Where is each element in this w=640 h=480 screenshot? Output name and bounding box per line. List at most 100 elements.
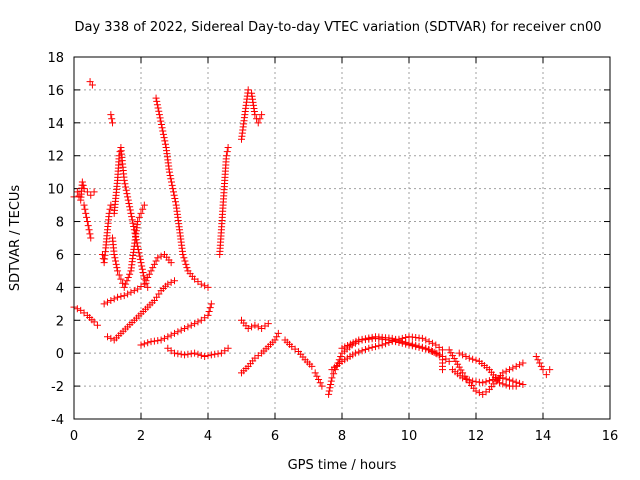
data-point <box>73 188 81 196</box>
data-point <box>144 273 152 281</box>
data-point <box>534 356 542 364</box>
data-point <box>542 371 550 379</box>
data-point <box>164 333 172 341</box>
data-point <box>136 255 144 263</box>
data-point <box>512 382 520 390</box>
data-point <box>154 337 162 345</box>
data-point <box>184 323 192 331</box>
data-point <box>104 333 111 341</box>
data-point <box>223 148 231 156</box>
data-point <box>112 260 120 268</box>
data-point <box>73 305 81 313</box>
data-point <box>445 357 453 365</box>
data-point <box>248 323 256 331</box>
data-point <box>214 350 222 358</box>
data-point <box>450 355 458 363</box>
data-point <box>197 351 205 359</box>
data-point <box>330 370 338 378</box>
data-point <box>113 264 121 272</box>
data-point <box>87 191 95 199</box>
data-point <box>167 278 175 286</box>
data-point <box>355 336 363 344</box>
data-point <box>365 334 373 342</box>
data-point <box>123 190 131 198</box>
data-point <box>167 178 175 186</box>
y-tick-label: 0 <box>56 347 64 362</box>
x-tick-label: 8 <box>338 429 346 444</box>
data-point <box>171 277 178 285</box>
data-point <box>136 252 144 260</box>
data-point <box>187 350 195 358</box>
data-point <box>258 111 266 119</box>
data-point <box>472 356 480 364</box>
data-point <box>204 283 212 291</box>
data-point <box>159 130 167 138</box>
data-point <box>506 366 513 374</box>
data-point <box>111 254 119 262</box>
data-point <box>171 329 178 337</box>
data-point <box>80 201 88 209</box>
data-point <box>206 304 214 312</box>
data-point <box>375 342 383 350</box>
data-point <box>171 349 178 357</box>
data-point <box>147 338 155 346</box>
data-point <box>100 300 108 308</box>
data-point <box>315 376 323 384</box>
data-point <box>90 188 98 196</box>
data-point <box>327 380 335 388</box>
data-point <box>408 340 416 348</box>
data-point <box>120 283 128 291</box>
data-point <box>415 342 423 350</box>
x-tick-label: 4 <box>204 429 212 444</box>
data-point <box>147 267 155 275</box>
data-point <box>157 336 165 344</box>
data-point <box>128 213 136 221</box>
data-point <box>251 111 259 119</box>
data-point <box>337 352 345 360</box>
x-tick-label: 2 <box>137 429 145 444</box>
data-point <box>152 94 160 102</box>
data-point <box>154 104 162 112</box>
y-tick-label: 6 <box>56 248 64 263</box>
data-point <box>457 366 465 374</box>
data-point <box>398 337 406 345</box>
data-point <box>140 280 148 288</box>
data-point <box>115 271 123 279</box>
data-point <box>125 199 133 207</box>
data-point <box>137 209 145 217</box>
data-point <box>140 272 148 280</box>
data-point <box>181 325 189 332</box>
data-point <box>114 267 122 275</box>
data-point <box>492 375 500 383</box>
data-point <box>469 355 477 363</box>
data-point <box>274 329 282 337</box>
data-point <box>537 362 545 370</box>
data-point <box>475 389 483 397</box>
data-point <box>499 380 507 388</box>
y-axis-label: SDTVAR / TECUs <box>8 185 23 292</box>
data-point <box>372 343 379 351</box>
data-point <box>271 336 279 344</box>
data-point <box>120 176 128 184</box>
data-point <box>313 372 321 380</box>
data-point <box>187 321 195 329</box>
data-point <box>161 137 169 145</box>
data-point <box>318 382 326 390</box>
data-point <box>155 107 163 115</box>
data-point <box>449 352 457 360</box>
x-axis-label: GPS time / hours <box>288 458 397 473</box>
data-point <box>519 380 527 388</box>
data-point <box>120 292 128 300</box>
y-tick-label: 2 <box>56 314 64 329</box>
data-point <box>161 140 169 148</box>
data-point <box>465 354 473 362</box>
data-point <box>134 218 142 226</box>
data-point <box>184 350 192 358</box>
data-point <box>174 350 182 358</box>
data-point <box>110 250 118 258</box>
data-point <box>85 226 93 234</box>
data-point <box>117 292 125 300</box>
data-point <box>405 339 413 347</box>
data-point <box>197 280 205 288</box>
data-point <box>191 320 199 328</box>
